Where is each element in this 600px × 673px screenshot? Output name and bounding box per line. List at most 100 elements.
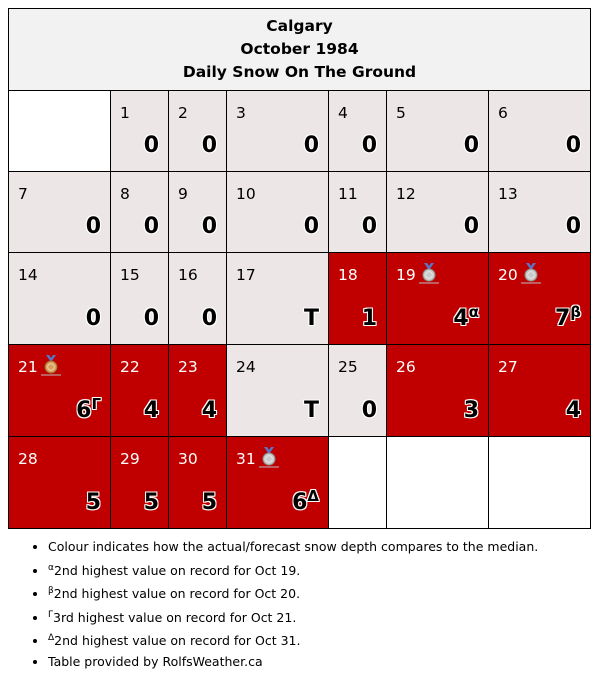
day-cell: 13 0 xyxy=(488,171,591,253)
snow-depth-number: 0 xyxy=(85,214,101,239)
snow-depth-number: 0 xyxy=(463,133,479,158)
snow-depth-number: 0 xyxy=(565,214,581,239)
snow-depth-value: 0 xyxy=(202,306,217,331)
snow-depth-number: 0 xyxy=(361,214,377,239)
snow-depth-value: 0 xyxy=(362,398,377,423)
empty-day-cell xyxy=(386,436,489,529)
day-number: 20 xyxy=(498,266,518,284)
week-row: 21 6Γ 22 4 23 4 24 T 25 0 26 3 27 4 xyxy=(8,344,591,437)
week-row: 14 0 15 0 16 0 17 T 18 1 19 4α 20 7β xyxy=(8,252,591,345)
day-cell: 20 7β xyxy=(488,252,591,345)
day-cell: 28 5 xyxy=(8,436,111,529)
day-number: 16 xyxy=(178,266,198,284)
day-number: 15 xyxy=(120,266,140,284)
snow-depth-number: T xyxy=(303,306,319,331)
snow-depth-value: 4 xyxy=(144,398,159,423)
snow-depth-value: 0 xyxy=(202,214,217,239)
day-cell: 26 3 xyxy=(386,344,489,437)
day-number: 7 xyxy=(18,185,28,203)
snow-depth-number: 6 xyxy=(292,490,308,515)
day-number: 3 xyxy=(236,104,246,122)
week-row: 7 0 8 0 9 0 10 0 11 0 12 0 13 0 xyxy=(8,171,591,253)
silver-medal-icon xyxy=(418,262,440,288)
snow-depth-value: 6Δ xyxy=(292,487,319,515)
snow-depth-number: 0 xyxy=(201,133,217,158)
title-subtitle: Daily Snow On The Ground xyxy=(182,63,417,81)
snow-depth-number: 4 xyxy=(143,398,159,423)
note-text: Colour indicates how the actual/forecast… xyxy=(48,539,539,554)
snow-depth-value: 5 xyxy=(202,490,217,515)
note-footnote-mark: β xyxy=(48,586,54,597)
day-number: 8 xyxy=(120,185,130,203)
day-number: 24 xyxy=(236,358,256,376)
snow-depth-value: 5 xyxy=(86,490,101,515)
record-footnote-mark: Γ xyxy=(91,395,101,413)
snow-depth-number: 7 xyxy=(554,306,571,331)
note-item: α2nd highest value on record for Oct 19. xyxy=(48,558,538,582)
day-number: 9 xyxy=(178,185,188,203)
title-month: October 1984 xyxy=(240,40,359,58)
empty-day-cell xyxy=(488,436,591,529)
day-cell: 24 T xyxy=(226,344,329,437)
snow-depth-value: 4 xyxy=(566,398,581,423)
snow-depth-value: 6Γ xyxy=(76,395,101,423)
day-cell: 10 0 xyxy=(226,171,329,253)
snow-depth-number: 0 xyxy=(463,214,479,239)
snow-depth-number: 4 xyxy=(453,306,469,331)
record-footnote-mark: β xyxy=(570,303,581,321)
note-text: 3rd highest value on record for Oct 21. xyxy=(53,609,297,625)
snow-depth-value: 0 xyxy=(144,306,159,331)
snow-depth-value: 4α xyxy=(453,303,479,331)
day-cell: 27 4 xyxy=(488,344,591,437)
note-item: Colour indicates how the actual/forecast… xyxy=(48,537,538,558)
silver-medal-icon xyxy=(520,262,542,288)
snow-depth-number: 0 xyxy=(361,398,377,423)
week-row: 28 5 29 5 30 5 31 6Δ xyxy=(8,436,591,529)
day-cell: 17 T xyxy=(226,252,329,345)
day-number: 31 xyxy=(236,450,256,468)
empty-day-cell xyxy=(8,90,111,172)
snow-depth-value: 0 xyxy=(362,133,377,158)
day-number: 10 xyxy=(236,185,256,203)
snow-calendar: Calgary October 1984 Daily Snow On The G… xyxy=(8,8,591,529)
snow-depth-value: 0 xyxy=(202,133,217,158)
snow-depth-number: 4 xyxy=(201,398,217,423)
day-number: 29 xyxy=(120,450,140,468)
snow-depth-value: 0 xyxy=(566,133,581,158)
day-cell: 12 0 xyxy=(386,171,489,253)
day-cell: 22 4 xyxy=(110,344,169,437)
snow-depth-number: 0 xyxy=(201,214,217,239)
snow-depth-number: 0 xyxy=(143,133,159,158)
snow-depth-value: T xyxy=(304,306,319,331)
day-number: 30 xyxy=(178,450,198,468)
snow-depth-value: T xyxy=(304,398,319,423)
snow-depth-number: 0 xyxy=(143,214,159,239)
snow-depth-value: 0 xyxy=(464,214,479,239)
day-number: 25 xyxy=(338,358,358,376)
empty-day-cell xyxy=(328,436,387,529)
note-text: 2nd highest value on record for Oct 19. xyxy=(53,562,301,578)
day-number: 21 xyxy=(18,358,38,376)
note-footnote-mark: α xyxy=(48,562,54,573)
day-number: 18 xyxy=(338,266,358,284)
snow-depth-number: 4 xyxy=(565,398,581,423)
day-number: 1 xyxy=(120,104,130,122)
snow-depth-value: 0 xyxy=(86,306,101,331)
day-number: 11 xyxy=(338,185,358,203)
snow-depth-value: 4 xyxy=(202,398,217,423)
day-number: 19 xyxy=(396,266,416,284)
day-number: 26 xyxy=(396,358,416,376)
note-item: β2nd highest value on record for Oct 20. xyxy=(48,581,538,605)
snow-depth-number: 0 xyxy=(303,214,319,239)
note-footnote-mark: Γ xyxy=(48,609,54,620)
snow-depth-value: 0 xyxy=(144,133,159,158)
day-number: 13 xyxy=(498,185,518,203)
day-number: 6 xyxy=(498,104,508,122)
